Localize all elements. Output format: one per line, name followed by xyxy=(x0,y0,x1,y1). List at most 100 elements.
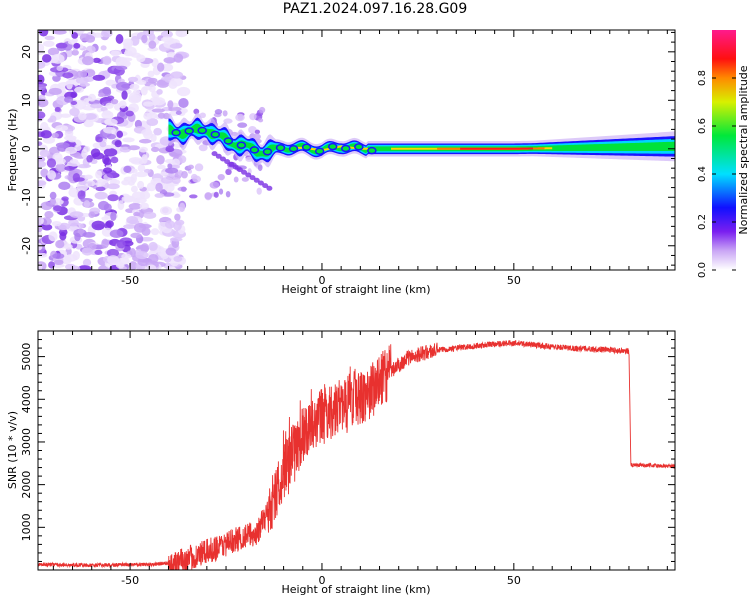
spectrogram-ylabel: Frequency (Hz) xyxy=(6,109,19,192)
noise-blob xyxy=(91,220,106,231)
noise-blob xyxy=(94,249,103,255)
noise-blob xyxy=(254,129,261,135)
ridge-branch xyxy=(253,177,260,183)
noise-blob xyxy=(52,30,67,35)
noise-blob xyxy=(169,43,183,49)
noise-blob xyxy=(53,205,63,212)
noise-blob xyxy=(38,230,43,240)
noise-blob xyxy=(241,177,249,182)
noise-blob xyxy=(237,122,248,128)
noise-blob xyxy=(125,110,134,117)
noise-blob xyxy=(65,146,78,155)
colorbar-tick-label: 0.4 xyxy=(697,166,708,182)
noise-blob xyxy=(38,225,43,233)
noise-blob xyxy=(83,145,91,153)
noise-blob xyxy=(47,170,57,180)
noise-blob xyxy=(48,261,55,269)
snr-panel: -50 0 50 1000 2000 3000 4000 5000 xyxy=(20,330,676,587)
noise-blob xyxy=(110,98,119,105)
ridge-knot xyxy=(275,144,286,152)
noise-blob xyxy=(78,112,87,121)
noise-blob xyxy=(110,156,119,164)
noise-blob xyxy=(137,164,146,172)
noise-blob xyxy=(171,177,181,185)
colorbar: 0.0 0.2 0.4 0.6 0.8 Normalized spectral ampl… xyxy=(697,30,750,278)
noise-blob xyxy=(165,247,177,256)
noise-blob xyxy=(147,70,155,78)
noise-blob xyxy=(81,247,94,256)
noise-blob xyxy=(94,191,108,200)
noise-blob xyxy=(106,183,120,190)
noise-blob xyxy=(102,154,110,165)
noise-blob xyxy=(67,160,80,167)
noise-blob xyxy=(248,126,257,134)
noise-blob xyxy=(41,54,52,63)
ridge-branch xyxy=(245,172,252,178)
ridge-knot xyxy=(301,143,312,151)
snr-ytick-label: 3000 xyxy=(20,428,33,456)
ridge-branch xyxy=(228,161,235,167)
snr-ytick-label: 2000 xyxy=(20,471,33,499)
noise-blob xyxy=(137,180,145,189)
noise-blob xyxy=(187,164,194,170)
ridge-knot xyxy=(314,147,325,155)
noise-blob xyxy=(154,193,165,198)
noise-blob xyxy=(119,57,133,62)
noise-blob xyxy=(110,50,121,57)
noise-blob xyxy=(38,74,45,85)
noise-blob xyxy=(71,32,79,39)
noise-blob xyxy=(44,210,54,219)
snr-ylabel: SNR (10 * v/v) xyxy=(6,411,19,489)
noise-blob xyxy=(128,261,138,270)
noise-blob xyxy=(141,128,153,136)
noise-blob xyxy=(178,98,189,108)
noise-blob xyxy=(130,173,137,184)
noise-blob xyxy=(94,182,106,187)
noise-blob xyxy=(39,121,49,132)
noise-blob xyxy=(121,179,130,186)
noise-blob xyxy=(115,65,128,71)
noise-blob xyxy=(38,242,43,251)
noise-blob xyxy=(103,126,117,134)
noise-blob xyxy=(143,112,153,120)
noise-blob xyxy=(165,167,179,174)
figure-title: PAZ1.2024.097.16.28.G09 xyxy=(282,1,468,17)
ridge-knot xyxy=(327,142,338,151)
ridge-knot xyxy=(288,144,299,153)
noise-blob xyxy=(95,136,103,143)
noise-blob xyxy=(55,240,65,249)
noise-blob xyxy=(139,202,149,210)
snr-xtick-label: 50 xyxy=(507,574,521,587)
noise-blob xyxy=(38,141,43,146)
snr-frame xyxy=(37,330,676,571)
colorbar-gradient xyxy=(712,30,736,270)
noise-blob xyxy=(127,76,139,83)
noise-blob xyxy=(150,133,157,142)
snr-xlabel: Height of straight line (km) xyxy=(281,583,430,596)
noise-blob xyxy=(180,186,187,192)
spectrogram-xtick-label: 50 xyxy=(507,274,521,287)
noise-blob xyxy=(49,115,57,123)
noise-blob xyxy=(84,180,96,187)
noise-blob xyxy=(133,222,147,233)
noise-blob xyxy=(69,211,84,218)
snr-xtick-label: -50 xyxy=(121,574,139,587)
ridge-knot xyxy=(367,146,377,155)
noise-blob xyxy=(167,100,174,109)
noise-blob xyxy=(79,82,90,87)
noise-blob xyxy=(62,72,74,79)
noise-blob xyxy=(257,118,264,123)
noise-blob xyxy=(103,148,118,157)
noise-blob xyxy=(167,163,173,169)
colorbar-ticks: 0.0 0.2 0.4 0.6 0.8 xyxy=(697,70,736,278)
noise-blob xyxy=(155,182,163,192)
noise-blob xyxy=(105,102,114,109)
noise-blob xyxy=(116,130,124,138)
noise-blob xyxy=(147,77,158,84)
noise-blob xyxy=(74,232,81,242)
noise-blob xyxy=(143,211,157,219)
noise-blob xyxy=(141,34,148,44)
noise-blob xyxy=(163,112,170,120)
noise-blob xyxy=(198,144,208,152)
noise-blob xyxy=(83,76,95,83)
